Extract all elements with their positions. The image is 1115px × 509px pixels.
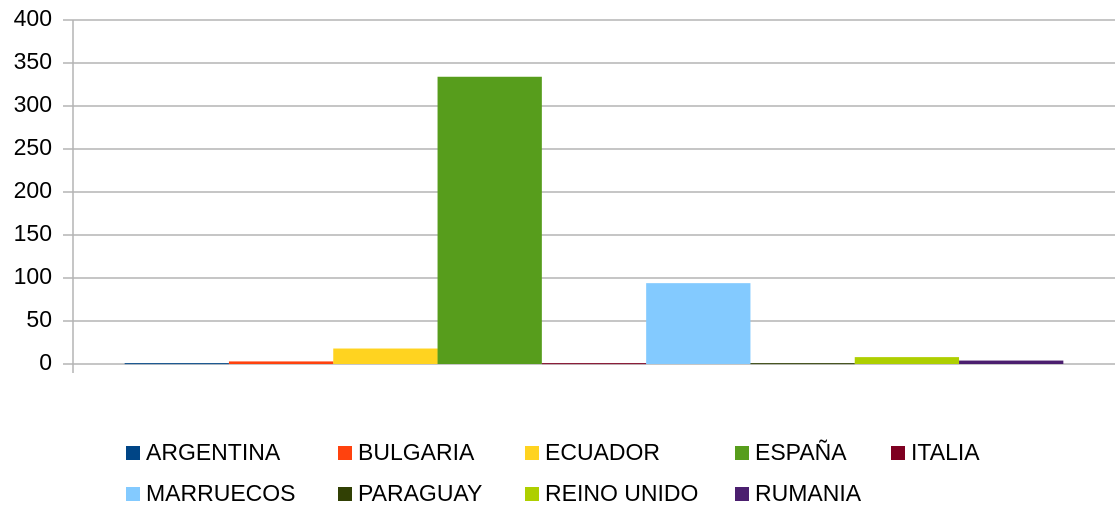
bar — [959, 360, 1064, 364]
y-tick-label: 0 — [39, 349, 52, 375]
y-tick-label: 100 — [14, 263, 52, 289]
y-tick-label: 250 — [14, 134, 52, 160]
legend-swatch — [525, 487, 539, 501]
bar — [541, 363, 647, 365]
legend-swatch — [735, 446, 749, 460]
legend-swatch — [338, 446, 352, 460]
bar — [854, 357, 960, 364]
bar — [646, 283, 751, 364]
y-tick-label: 150 — [14, 220, 52, 246]
y-tick-label: 50 — [26, 306, 52, 332]
legend-swatch — [525, 446, 539, 460]
bar — [333, 348, 438, 364]
legend-swatch — [126, 487, 140, 501]
legend-label: ARGENTINA — [146, 439, 281, 465]
legend-swatch — [735, 487, 749, 501]
y-tick-label: 300 — [14, 91, 52, 117]
y-tick-label: 350 — [14, 48, 52, 74]
legend-label: MARRUECOS — [146, 480, 296, 506]
bar — [750, 363, 855, 365]
bar — [437, 76, 542, 364]
y-tick-label: 200 — [14, 177, 52, 203]
legend-swatch — [126, 446, 140, 460]
legend-label: ECUADOR — [545, 439, 660, 465]
bar — [124, 363, 229, 365]
legend-swatch — [338, 487, 352, 501]
legend-swatch — [891, 446, 905, 460]
legend-label: RUMANIA — [755, 480, 862, 506]
y-tick-label: 400 — [14, 5, 52, 31]
legend-label: PARAGUAY — [358, 480, 482, 506]
legend-label: REINO UNIDO — [545, 480, 698, 506]
legend-label: BULGARIA — [358, 439, 475, 465]
legend-label: ITALIA — [911, 439, 980, 465]
bar — [228, 361, 334, 364]
legend-label: ESPAÑA — [755, 439, 847, 465]
